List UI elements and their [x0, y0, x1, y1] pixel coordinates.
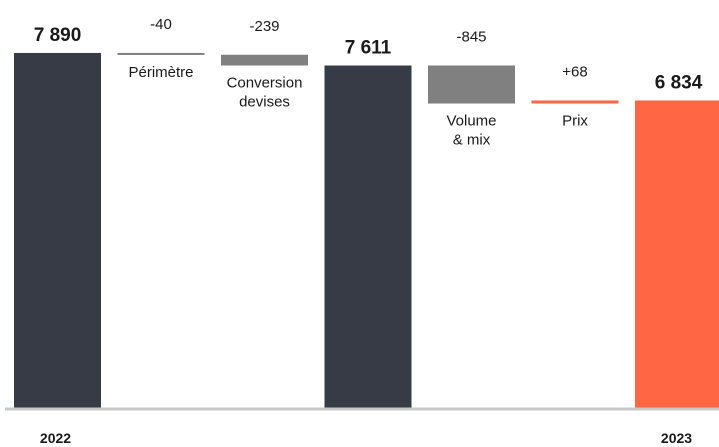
delta-bar-4: [428, 66, 515, 104]
delta-bar-5: [532, 100, 619, 103]
value-label-1: -40: [150, 16, 172, 33]
category-label-4-0: Volume: [446, 113, 496, 130]
category-label-1-0: Périmètre: [128, 64, 193, 81]
category-label-5-0: Prix: [562, 113, 588, 130]
value-label-2: -239: [249, 18, 279, 35]
delta-bar-2: [221, 55, 308, 66]
total-bar-6: [635, 100, 719, 408]
value-label-4: -845: [456, 29, 486, 46]
category-label-2-1: devises: [239, 94, 290, 111]
total-bar-3: [325, 66, 412, 408]
delta-bar-1: [118, 53, 205, 55]
total-bar-0: [14, 53, 101, 408]
value-label-6: 6 834: [655, 72, 703, 93]
value-label-5: +68: [562, 63, 587, 80]
category-label-4-1: & mix: [453, 132, 491, 149]
value-label-3: 7 611: [345, 38, 392, 59]
year-label-6: 2023: [661, 430, 692, 446]
bars-layer: [14, 53, 719, 408]
category-label-2-0: Conversion: [227, 75, 303, 92]
year-label-0: 2022: [40, 430, 71, 446]
value-label-0: 7 890: [34, 25, 82, 46]
